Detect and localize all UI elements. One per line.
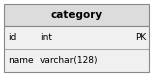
Bar [4, 26, 149, 72]
Text: category: category [50, 10, 103, 20]
Text: name: name [8, 56, 34, 65]
Text: varchar(128): varchar(128) [40, 56, 99, 65]
Text: PK: PK [135, 33, 146, 42]
Text: int: int [40, 33, 52, 42]
Text: id: id [8, 33, 16, 42]
Bar [4, 4, 149, 26]
